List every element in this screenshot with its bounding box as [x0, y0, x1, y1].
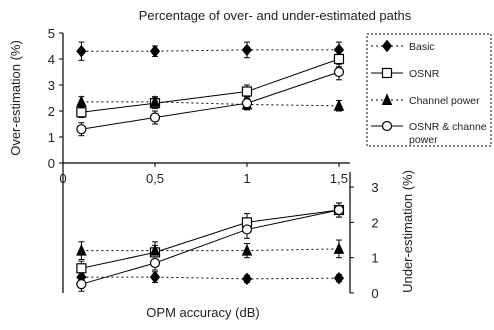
- lower-basic-point: [333, 271, 345, 285]
- lower-osnr-channel-power-point: [333, 204, 345, 216]
- upper-osnr-channel-power-point: [241, 98, 253, 109]
- upper-basic-point: [76, 44, 87, 58]
- lower-y-tick-label: 3: [371, 180, 378, 195]
- upper-y-tick-label: 2: [48, 104, 55, 119]
- legend-label: Basic: [409, 41, 435, 53]
- upper-osnr-point: [333, 53, 345, 65]
- upper-y-tick-label: 1: [48, 130, 55, 145]
- upper-osnr-channel-power-line: [81, 71, 340, 130]
- upper-osnr-channel-power-point: [333, 66, 345, 78]
- legend-label: OSNR & channe: [409, 121, 487, 133]
- x-axis-label: OPM accuracy (dB): [146, 305, 259, 320]
- lower-osnr-channel-power-line: [81, 209, 340, 285]
- lower-y-tick-label: 0: [371, 286, 378, 301]
- lower-channel-power-point: [241, 243, 253, 256]
- legend-marker: [381, 120, 393, 132]
- lower-osnr-channel-power-point: [76, 279, 87, 290]
- upper-basic-point: [333, 43, 345, 57]
- upper-channel-power-point: [76, 95, 87, 107]
- legend-marker: [381, 67, 393, 79]
- lower-osnr-channel-power-point: [149, 257, 161, 269]
- lower-basic-point: [149, 270, 161, 284]
- x-tick-label: 1,5: [330, 171, 348, 186]
- upper-osnr-point: [76, 107, 87, 118]
- x-tick-label: 0,5: [146, 171, 164, 186]
- upper-basic-point: [149, 44, 161, 58]
- upper-osnr-channel-power-point: [149, 112, 161, 123]
- lower-y-tick-label: 1: [371, 251, 378, 266]
- lower-channel-power-point: [76, 243, 87, 256]
- upper-y-tick-label: 3: [48, 78, 55, 93]
- legend-label: power: [409, 134, 438, 146]
- lower-channel-power-point: [333, 242, 345, 254]
- legend-marker: [381, 93, 393, 105]
- lower-osnr-channel-power-point: [241, 224, 253, 235]
- upper-basic-point: [241, 43, 253, 57]
- legend-label: Channel power: [409, 95, 480, 107]
- upper-basic-line: [81, 49, 339, 52]
- chart-title: Percentage of over- and under-estimated …: [139, 8, 412, 23]
- legend-marker: [381, 39, 393, 53]
- upper-channel-power-point: [333, 99, 345, 111]
- upper-osnr-channel-power-point: [76, 124, 87, 135]
- lower-channel-power-point: [149, 243, 161, 256]
- upper-osnr-line: [81, 58, 340, 113]
- x-tick-label: 1: [243, 171, 250, 186]
- upper-y-tick-label: 0: [48, 156, 55, 171]
- upper-osnr-point: [241, 86, 253, 97]
- lower-basic-line: [81, 276, 339, 280]
- lower-y-tick-label: 2: [371, 215, 378, 230]
- upper-channel-power-line: [81, 101, 339, 107]
- upper-y-tick-label: 4: [48, 52, 55, 67]
- lower-osnr-line: [81, 209, 340, 269]
- upper-y-axis-label: Over-estimation (%): [8, 40, 23, 156]
- upper-channel-power-point: [149, 95, 161, 107]
- legend-label: OSNR: [409, 68, 440, 80]
- lower-osnr-point: [76, 263, 87, 274]
- upper-y-tick-label: 5: [48, 26, 55, 41]
- lower-channel-power-line: [81, 248, 339, 252]
- lower-y-axis-label: Under-estimation (%): [400, 170, 415, 293]
- lower-basic-point: [241, 272, 253, 286]
